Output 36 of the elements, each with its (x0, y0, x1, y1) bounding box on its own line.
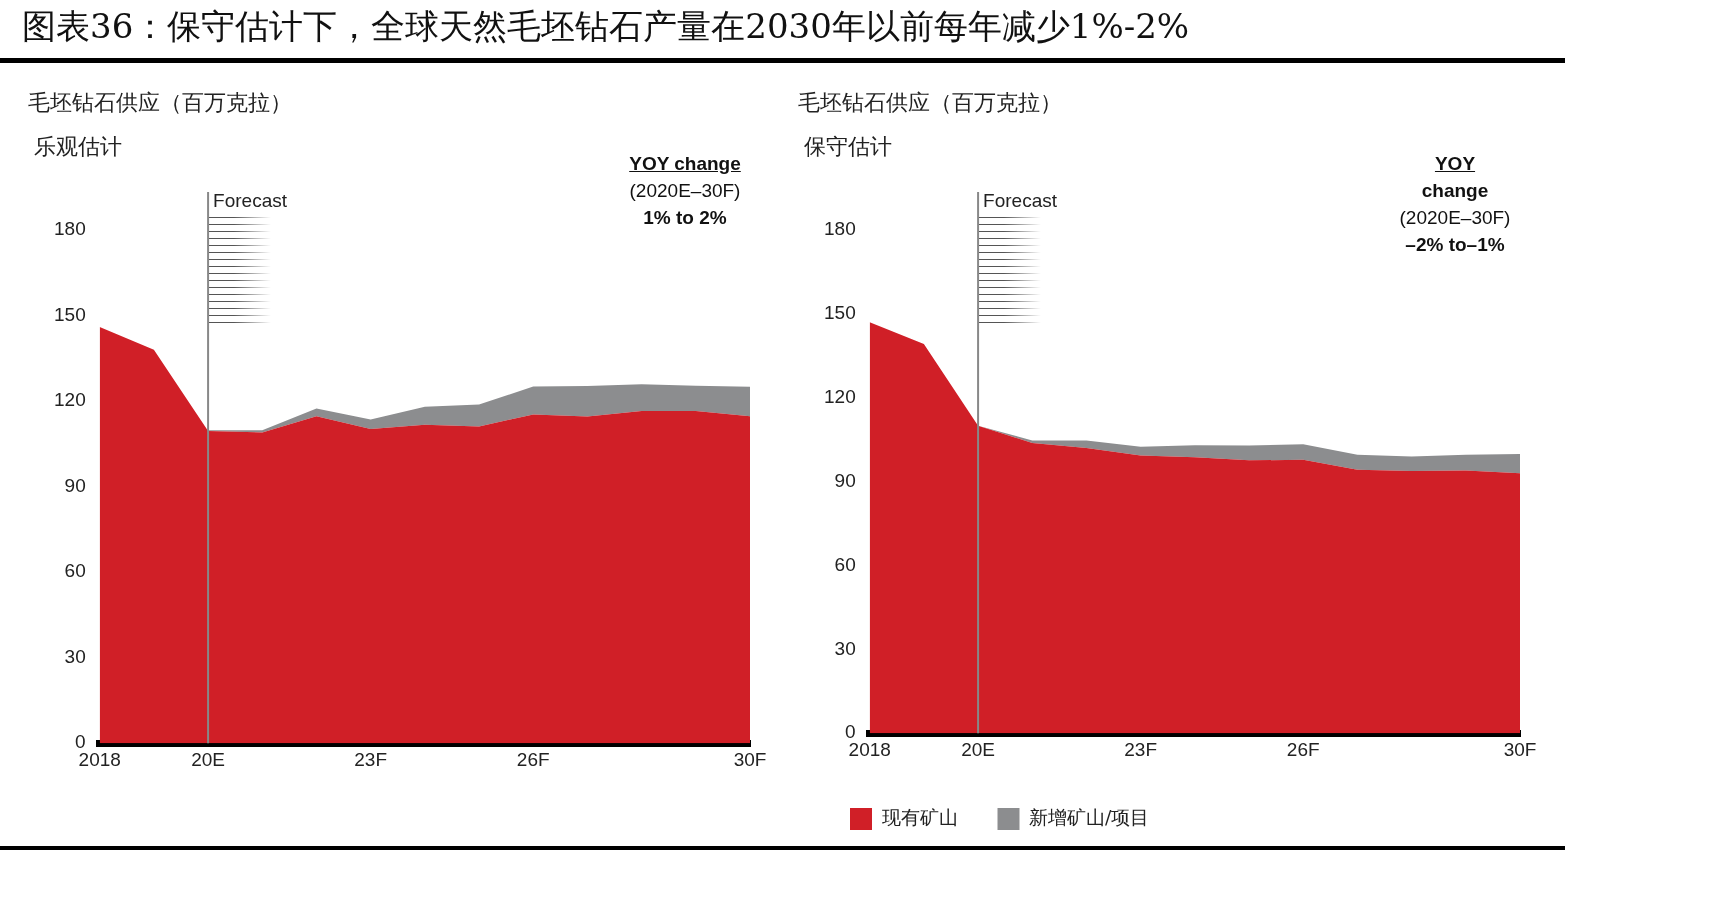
y-tick-label: 90 (64, 474, 86, 496)
x-tick-label: 23F (354, 748, 388, 770)
y-tick-label: 150 (824, 302, 856, 324)
y-tick-label: 180 (54, 218, 86, 240)
y-tick-label: 90 (834, 469, 856, 491)
legend-label: 新增矿山/项目 (1029, 805, 1150, 828)
legend-label: 现有矿山 (881, 805, 958, 828)
ref-line-label: Forecast (213, 189, 288, 211)
text: YOY (1433, 152, 1477, 176)
x-tick-label: 30F (733, 748, 767, 770)
x-tick-label: 30F (1503, 738, 1537, 760)
y-tick-label: 120 (54, 389, 86, 411)
text: change (1420, 179, 1490, 203)
x-tick-label: 20E (191, 748, 225, 770)
chart-subtitle: 保守估计 (804, 133, 892, 161)
x-tick-label: 26F (1286, 738, 1320, 760)
y-tick-label: 30 (834, 637, 856, 659)
chart-title: 图表36：保守估计下，全球天然毛坯钻石产量在2030年以前每年减少1%-2% (22, 5, 1190, 48)
text: YOY change (628, 152, 742, 176)
y-tick-label: 120 (824, 385, 856, 407)
text: (2020E–30F) (628, 179, 742, 203)
y-tick-label: 150 (54, 303, 86, 325)
x-tick-label: 26F (516, 748, 550, 770)
y-tick-label: 30 (64, 645, 86, 667)
chart-subtitle: 乐观估计 (34, 133, 122, 161)
y-axis-title: 毛坯钻石供应（百万克拉） (28, 89, 292, 117)
y-tick-label: 60 (834, 553, 856, 575)
y-tick-label: 60 (64, 560, 86, 582)
text: 1% to 2% (642, 206, 728, 230)
annotation: –2% to–1% (1404, 233, 1506, 257)
ref-line-label: Forecast (983, 189, 1058, 211)
x-tick-label: 23F (1124, 738, 1158, 760)
text: (2020E–30F) (1398, 206, 1512, 230)
x-tick-label: 20E (961, 738, 995, 760)
y-axis-title: 毛坯钻石供应（百万克拉） (798, 89, 1062, 117)
y-tick-label: 180 (824, 218, 856, 240)
